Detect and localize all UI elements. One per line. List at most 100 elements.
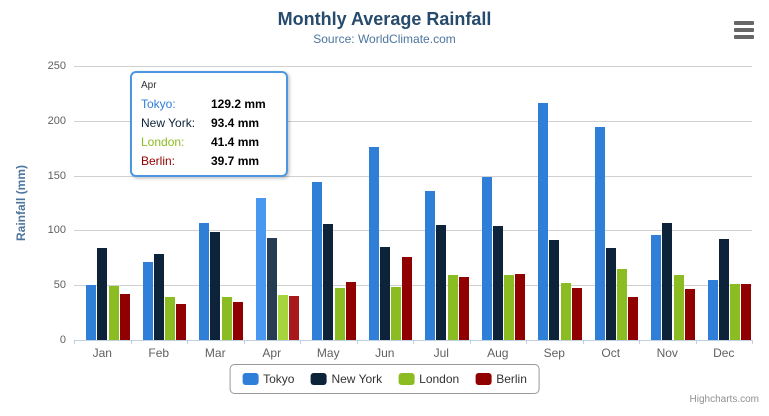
bar-new-york-jul[interactable] xyxy=(436,224,447,340)
bar-berlin-oct[interactable] xyxy=(628,297,639,340)
bar-new-york-jan[interactable] xyxy=(97,248,108,340)
bar-new-york-dec[interactable] xyxy=(718,238,729,340)
bar-tokyo-nov[interactable] xyxy=(651,235,661,340)
x-axis-tick xyxy=(187,340,188,344)
y-axis-tick-label: 150 xyxy=(47,169,66,182)
tooltip-series-name: Tokyo: xyxy=(141,97,176,111)
legend-label: Tokyo xyxy=(263,372,295,386)
export-menu-button[interactable] xyxy=(734,21,754,39)
x-axis-tick xyxy=(130,340,132,344)
legend-item-tokyo[interactable]: Tokyo xyxy=(242,372,294,386)
y-gridline xyxy=(74,66,752,67)
bar-berlin-may[interactable] xyxy=(345,282,356,340)
bar-tokyo-oct[interactable] xyxy=(594,127,605,340)
x-axis-tick xyxy=(243,340,245,344)
legend-item-berlin[interactable]: Berlin xyxy=(475,372,527,386)
bar-tokyo-jan[interactable] xyxy=(86,285,96,340)
tooltip-row: Tokyo: 129.2 mm xyxy=(141,95,266,114)
bar-london-oct[interactable] xyxy=(617,268,628,340)
x-axis-tick xyxy=(752,340,753,344)
x-axis-tick xyxy=(695,340,697,344)
x-axis-category-label: Feb xyxy=(148,346,170,360)
legend-label: New York xyxy=(331,372,383,386)
x-axis-category-label: May xyxy=(316,346,340,360)
bar-tokyo-jul[interactable] xyxy=(425,191,435,340)
bar-london-mar[interactable] xyxy=(221,296,232,340)
bar-tokyo-mar[interactable] xyxy=(199,223,209,340)
bar-london-apr[interactable] xyxy=(278,294,289,340)
bar-tokyo-dec[interactable] xyxy=(707,280,718,340)
x-axis-tick xyxy=(356,340,358,344)
highcharts-credits[interactable]: Highcharts.com xyxy=(689,394,759,405)
x-axis-category-label: Dec xyxy=(713,346,735,360)
bar-berlin-jan[interactable] xyxy=(119,293,130,340)
hamburger-icon xyxy=(734,28,754,32)
legend-item-london[interactable]: London xyxy=(398,372,459,386)
bar-berlin-jun[interactable] xyxy=(402,257,413,340)
bar-berlin-dec[interactable] xyxy=(741,283,752,340)
bar-new-york-jun[interactable] xyxy=(379,247,390,340)
y-gridline xyxy=(74,120,752,122)
y-gridline xyxy=(74,285,752,287)
tooltip-series-value: 41.4 mm xyxy=(211,135,260,149)
bar-berlin-jul[interactable] xyxy=(458,277,469,340)
bar-london-dec[interactable] xyxy=(730,283,741,340)
bar-london-sep[interactable] xyxy=(560,282,571,340)
x-axis-category-label: Nov xyxy=(656,346,678,360)
legend: Tokyo New York London Berlin xyxy=(229,364,540,394)
tooltip-series-name: London: xyxy=(141,135,185,149)
y-axis-tick-label: 50 xyxy=(53,279,66,292)
x-axis-category-label: Mar xyxy=(204,346,226,360)
bar-berlin-mar[interactable] xyxy=(232,302,243,340)
y-axis-tick-label: 0 xyxy=(59,334,66,346)
bar-london-may[interactable] xyxy=(334,288,345,340)
bar-new-york-oct[interactable] xyxy=(605,248,616,340)
x-axis-tick xyxy=(74,340,75,344)
bar-new-york-may[interactable] xyxy=(323,223,334,340)
x-axis-tick xyxy=(582,340,584,344)
tooltip-row: London: 41.4 mm xyxy=(141,133,266,152)
y-gridline xyxy=(74,230,752,232)
bar-new-york-apr[interactable] xyxy=(266,237,277,340)
tooltip: Apr Tokyo: 129.2 mm New York: 93.4 mm London… xyxy=(130,71,288,177)
bar-tokyo-sep[interactable] xyxy=(538,102,548,340)
bar-london-jun[interactable] xyxy=(391,287,402,340)
bar-berlin-sep[interactable] xyxy=(571,287,582,340)
x-axis-category-label: Jul xyxy=(433,346,449,360)
bar-berlin-aug[interactable] xyxy=(515,273,526,340)
bar-tokyo-feb[interactable] xyxy=(142,261,153,340)
tooltip-header: Apr xyxy=(141,80,157,91)
bar-new-york-feb[interactable] xyxy=(153,253,164,340)
legend-symbol-icon xyxy=(475,373,492,385)
bar-new-york-aug[interactable] xyxy=(492,225,503,340)
tooltip-series-value: 129.2 mm xyxy=(211,97,266,111)
x-axis-category-label: Apr xyxy=(262,346,282,360)
legend-item-new-york[interactable]: New York xyxy=(310,372,382,386)
bar-berlin-nov[interactable] xyxy=(684,288,695,340)
tooltip-row: New York: 93.4 mm xyxy=(141,114,266,133)
tooltip-row: Berlin: 39.7 mm xyxy=(141,152,266,171)
bar-london-jul[interactable] xyxy=(447,275,458,340)
bar-london-jan[interactable] xyxy=(108,286,119,340)
bar-london-aug[interactable] xyxy=(504,274,515,340)
bar-london-nov[interactable] xyxy=(673,275,684,340)
bar-tokyo-jun[interactable] xyxy=(368,147,379,340)
bar-tokyo-may[interactable] xyxy=(312,182,322,340)
chart-subtitle: Source: WorldClimate.com xyxy=(313,32,456,46)
x-axis-tick xyxy=(526,340,527,344)
legend-label: London xyxy=(419,372,460,386)
tooltip-table: Tokyo: 129.2 mm New York: 93.4 mm London: 41.… xyxy=(141,95,266,171)
hamburger-icon xyxy=(734,21,754,25)
hamburger-icon xyxy=(734,35,754,39)
x-axis-tick xyxy=(469,340,471,344)
bar-new-york-mar[interactable] xyxy=(210,232,221,340)
bar-london-feb[interactable] xyxy=(165,297,176,340)
bar-tokyo-apr[interactable] xyxy=(255,198,266,340)
y-axis-tick-label: 200 xyxy=(47,114,66,127)
bar-new-york-sep[interactable] xyxy=(549,240,560,340)
bar-berlin-apr[interactable] xyxy=(289,296,300,340)
bar-tokyo-aug[interactable] xyxy=(481,177,492,340)
bar-berlin-feb[interactable] xyxy=(176,303,187,340)
bar-new-york-nov[interactable] xyxy=(662,223,673,340)
